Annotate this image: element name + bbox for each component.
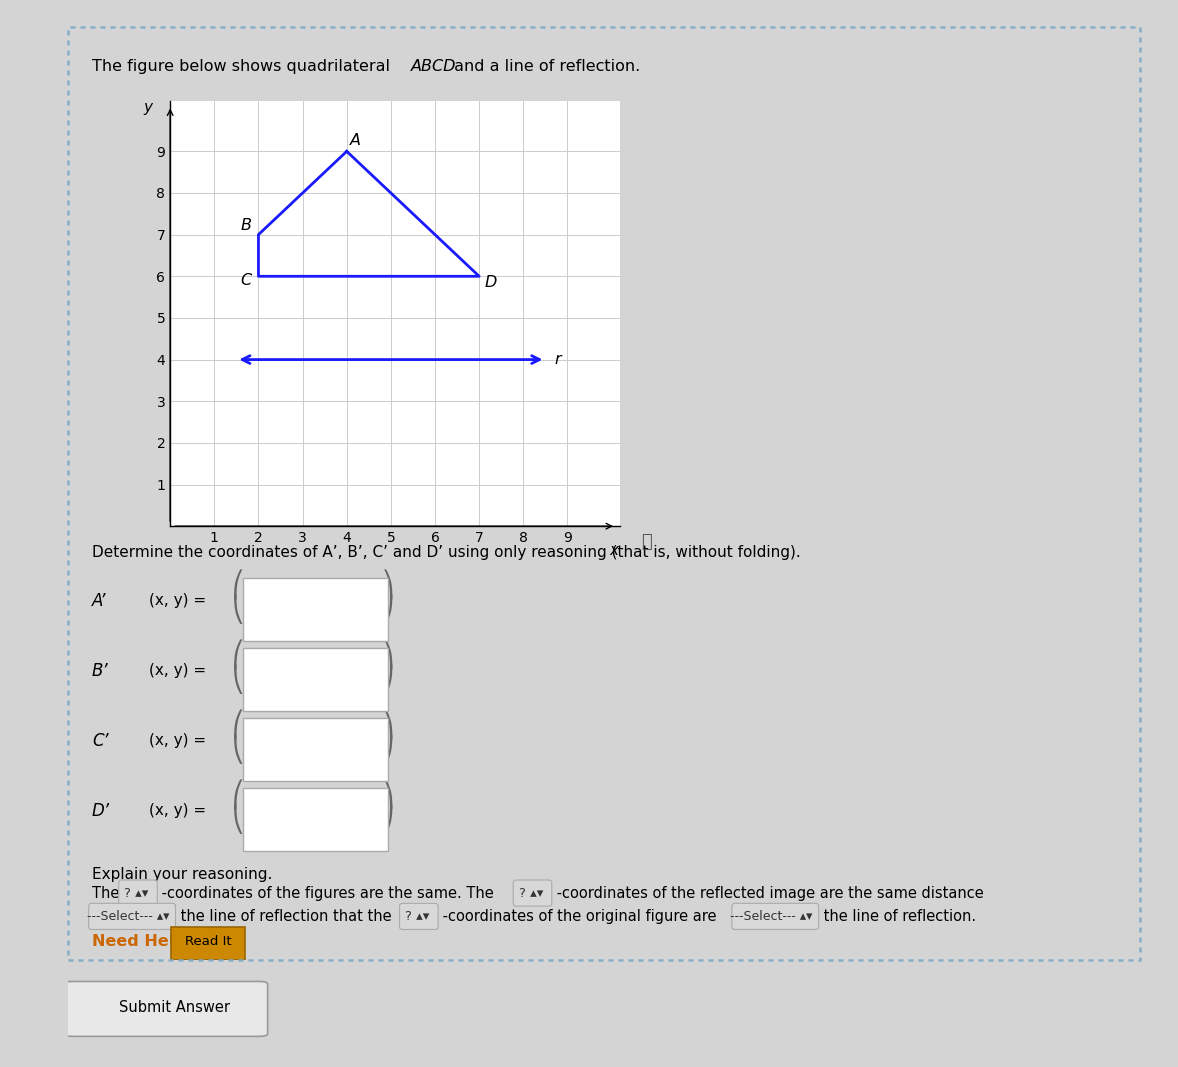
Text: ⎛
⎝: ⎛ ⎝ [231, 569, 244, 623]
FancyBboxPatch shape [514, 880, 551, 906]
Text: ---Select--- ▴▾: ---Select--- ▴▾ [87, 910, 170, 923]
Text: (x, y) =: (x, y) = [148, 664, 206, 679]
FancyBboxPatch shape [88, 904, 176, 929]
Text: ? ▴▾: ? ▴▾ [124, 887, 148, 899]
Text: (x, y) =: (x, y) = [148, 803, 206, 818]
FancyBboxPatch shape [243, 717, 388, 781]
Text: -coordinates of the figures are the same. The: -coordinates of the figures are the same… [158, 886, 498, 901]
Text: ⎛
⎝: ⎛ ⎝ [231, 708, 244, 764]
FancyBboxPatch shape [243, 787, 388, 851]
Text: The figure below shows quadrilateral: The figure below shows quadrilateral [92, 60, 395, 75]
Text: (x, y) =: (x, y) = [148, 733, 206, 748]
Text: B: B [240, 219, 252, 234]
Text: The: The [92, 886, 124, 901]
Text: ? ▴▾: ? ▴▾ [518, 887, 543, 899]
Text: Determine the coordinates of A’, B’, C’ and D’ using only reasoning (that is, wi: Determine the coordinates of A’, B’, C’ … [92, 545, 801, 560]
Text: r: r [554, 352, 561, 367]
Text: ⎞
⎠: ⎞ ⎠ [382, 779, 393, 833]
Text: ---Select--- ▴▾: ---Select--- ▴▾ [730, 910, 813, 923]
Text: ⎛
⎝: ⎛ ⎝ [231, 639, 244, 694]
FancyBboxPatch shape [119, 880, 158, 906]
Text: y: y [144, 100, 152, 115]
Text: A’: A’ [92, 592, 106, 610]
Text: C: C [240, 272, 252, 288]
Text: ? ▴▾: ? ▴▾ [405, 910, 430, 923]
FancyBboxPatch shape [243, 648, 388, 711]
Text: -coordinates of the original figure are: -coordinates of the original figure are [438, 909, 721, 924]
Text: ⎞
⎠: ⎞ ⎠ [382, 569, 393, 623]
Text: ABCD: ABCD [411, 60, 457, 75]
Text: (x, y) =: (x, y) = [148, 593, 206, 608]
Text: D’: D’ [92, 802, 110, 819]
Text: the line of reflection.: the line of reflection. [819, 909, 975, 924]
Text: Submit Answer: Submit Answer [119, 1000, 230, 1015]
Text: A: A [350, 133, 362, 148]
FancyBboxPatch shape [399, 904, 438, 929]
FancyBboxPatch shape [64, 982, 267, 1036]
Text: Explain your reasoning.: Explain your reasoning. [92, 866, 272, 882]
FancyBboxPatch shape [243, 577, 388, 641]
Text: x: x [609, 543, 618, 558]
FancyBboxPatch shape [732, 904, 819, 929]
Text: -coordinates of the reflected image are the same distance: -coordinates of the reflected image are … [551, 886, 984, 901]
Text: ⓘ: ⓘ [641, 534, 651, 552]
FancyBboxPatch shape [171, 926, 245, 960]
Text: the line of reflection that the: the line of reflection that the [176, 909, 396, 924]
Text: ⎛
⎝: ⎛ ⎝ [231, 779, 244, 833]
Text: Need Help?: Need Help? [92, 934, 194, 950]
Text: C’: C’ [92, 732, 108, 750]
Text: ⎞
⎠: ⎞ ⎠ [382, 639, 393, 694]
Text: and a line of reflection.: and a line of reflection. [449, 60, 640, 75]
Text: D: D [484, 274, 497, 290]
Text: Read It: Read It [185, 935, 232, 949]
Text: ⎞
⎠: ⎞ ⎠ [382, 708, 393, 764]
Text: B’: B’ [92, 662, 108, 680]
